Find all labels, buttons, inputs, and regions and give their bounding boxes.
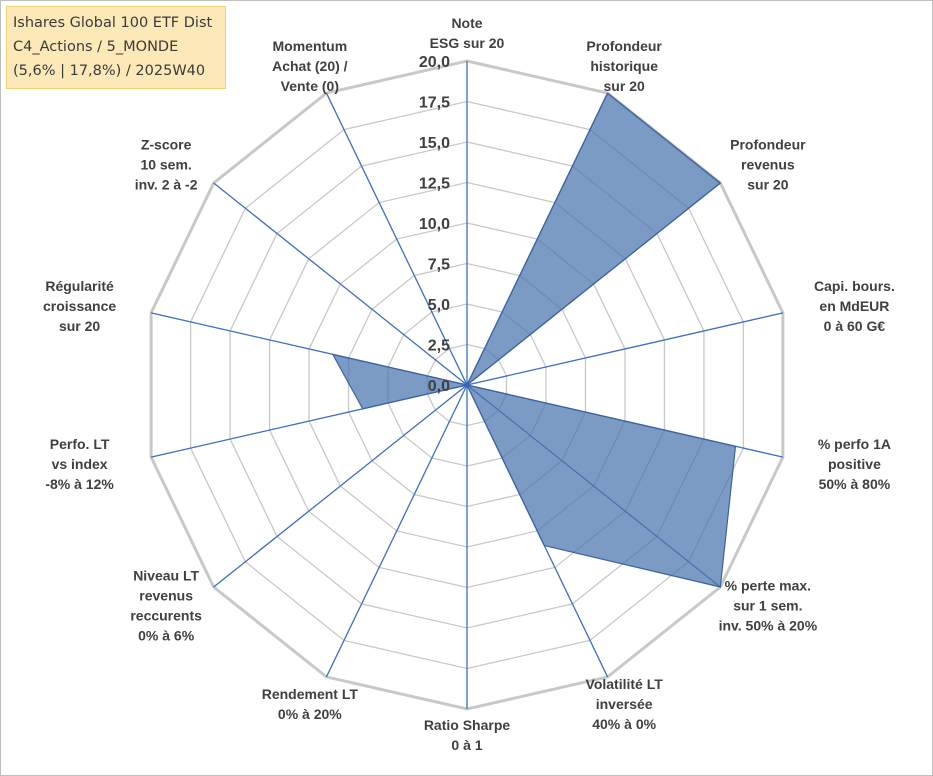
axis-label-line: positive: [828, 456, 881, 472]
tick-label: 12,5: [419, 176, 450, 193]
axis-label-line: sur 20: [747, 176, 788, 192]
axis-label-line: -8% à 12%: [45, 476, 114, 492]
axis-label-line: inv. 2 à -2: [135, 176, 198, 192]
axis-label-line: Volatilité LT: [586, 676, 664, 692]
axis-label-line: 0% à 6%: [138, 628, 195, 644]
axis-label-line: Note: [451, 15, 482, 31]
axis-label-line: sur 20: [604, 78, 645, 94]
axis-spoke: [213, 182, 468, 386]
axis-label-line: en MdEUR: [819, 298, 889, 314]
tick-label: 0,0: [428, 378, 450, 395]
axis-label-line: revenus: [741, 156, 795, 172]
axis-spoke: [466, 312, 784, 386]
axis-label: Perfo. LT vs index -8% à 12%: [45, 436, 114, 492]
axis-label-line: Profondeur: [586, 38, 662, 54]
fund-info-box: Ishares Global 100 ETF Dist C4_Actions /…: [6, 6, 226, 89]
axis-label: Volatilité LT inversée 40% à 0%: [586, 676, 664, 732]
axis-label: Ratio Sharpe 0 à 1: [424, 717, 511, 753]
axis-label-line: reccurents: [130, 608, 202, 624]
axis-label: Capi. bours. en MdEUR 0 à 60 G€: [814, 278, 895, 334]
axis-spoke: [213, 384, 468, 588]
axis-label-line: Ratio Sharpe: [424, 717, 511, 733]
series-area: [332, 92, 737, 588]
axis-label-line: inv. 50% à 20%: [719, 618, 818, 634]
axis-label: Régularité croissance sur 20: [43, 278, 116, 334]
axis-label-line: Momentum: [273, 38, 348, 54]
axis-label: % perfo 1A positive 50% à 80%: [818, 436, 891, 492]
axis-label: % perte max. sur 1 sem. inv. 50% à 20%: [719, 578, 818, 634]
axis-label-line: Niveau LT: [133, 568, 199, 584]
tick-label: 17,5: [419, 95, 450, 112]
radar-series: [332, 92, 737, 588]
axis-label: Note ESG sur 20: [430, 15, 505, 51]
axis-label-line: Rendement LT: [262, 686, 359, 702]
axis-label-line: vs index: [52, 456, 108, 472]
axis-label-line: revenus: [139, 588, 193, 604]
axis-label-line: 40% à 0%: [592, 716, 656, 732]
fund-stats: (5,6% | 17,8%) / 2025W40: [13, 63, 206, 79]
tick-label: 7,5: [428, 257, 450, 274]
axis-label-line: inversée: [596, 696, 653, 712]
tick-label: 15,0: [419, 135, 450, 152]
radar-axis-labels: Note ESG sur 20 Profondeur historique sur 20…: [43, 15, 895, 753]
axis-label-line: 0 à 60 G€: [824, 318, 886, 334]
axis-label: Profondeur historique sur 20: [586, 38, 662, 94]
axis-label-line: 0% à 20%: [278, 706, 342, 722]
axis-label-line: Régularité: [45, 278, 114, 294]
fund-category: C4_Actions / 5_MONDE: [13, 39, 179, 55]
axis-label-line: croissance: [43, 298, 116, 314]
axis-label-line: % perfo 1A: [818, 436, 891, 452]
axis-label-line: 50% à 80%: [819, 476, 891, 492]
axis-label-line: Achat (20) /: [272, 58, 348, 74]
tick-label: 20,0: [419, 54, 450, 71]
axis-label: Profondeur revenus sur 20: [730, 136, 806, 192]
tick-label: 10,0: [419, 216, 450, 233]
axis-label: Rendement LT 0% à 20%: [262, 686, 359, 722]
axis-label-line: 10 sem.: [140, 156, 191, 172]
tick-label: 5,0: [428, 297, 450, 314]
axis-label: Niveau LT revenus reccurents 0% à 6%: [130, 568, 202, 644]
axis-spoke: [325, 384, 468, 678]
axis-spoke: [325, 92, 468, 386]
radar-tick-labels: 0,0 2,5 5,0 7,5 10,0 12,5 15,0 17,5 20,0: [419, 54, 450, 395]
axis-label-line: Capi. bours.: [814, 278, 895, 294]
axis-label-line: Perfo. LT: [50, 436, 110, 452]
axis-label-line: sur 20: [59, 318, 100, 334]
tick-label: 2,5: [428, 338, 450, 355]
axis-label-line: % perte max.: [725, 578, 811, 594]
axis-label: Momentum Achat (20) / Vente (0): [272, 38, 348, 94]
axis-label-line: Vente (0): [281, 78, 339, 94]
axis-label-line: sur 1 sem.: [733, 598, 802, 614]
axis-label: Z-score 10 sem. inv. 2 à -2: [135, 136, 198, 192]
axis-label-line: historique: [590, 58, 658, 74]
axis-label-line: Z-score: [141, 136, 192, 152]
axis-label-line: ESG sur 20: [430, 35, 505, 51]
axis-label-line: Profondeur: [730, 136, 806, 152]
axis-label-line: 0 à 1: [451, 737, 482, 753]
fund-name: Ishares Global 100 ETF Dist: [13, 15, 213, 31]
